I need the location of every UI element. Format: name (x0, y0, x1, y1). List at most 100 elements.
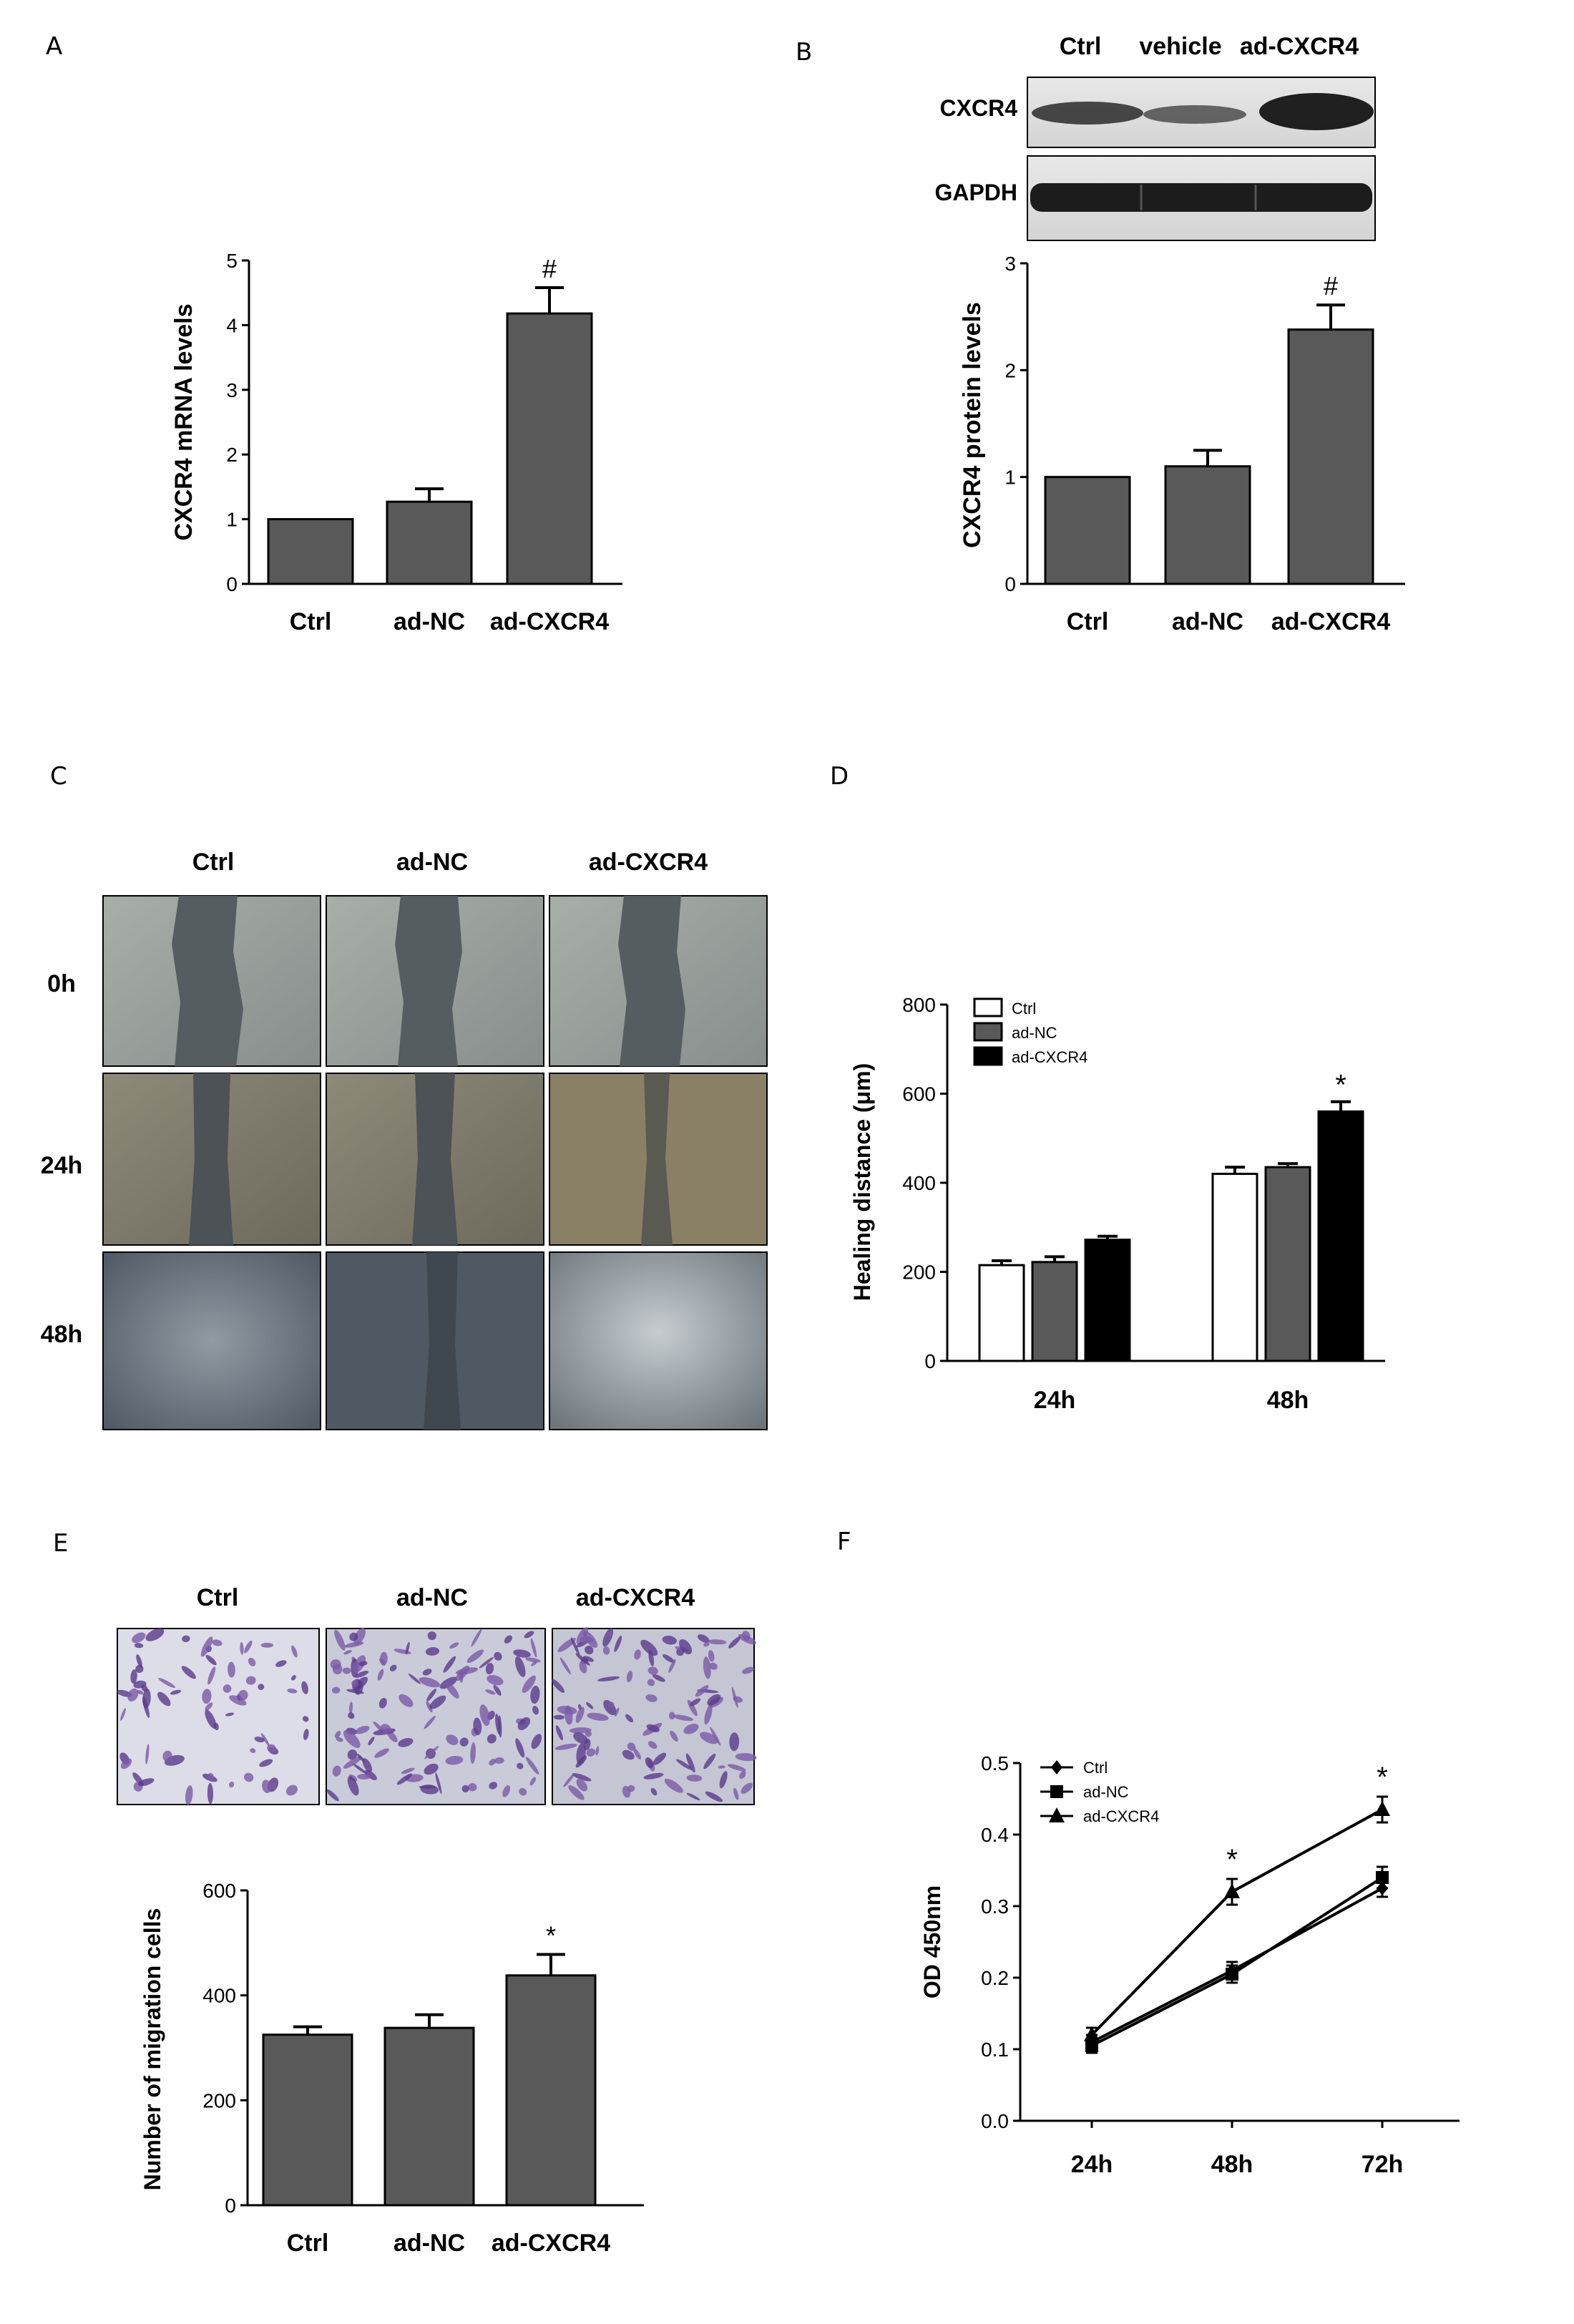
stained-cell (142, 1688, 151, 1709)
blot-band-label-cxcr4: CXCR4 (940, 95, 1018, 121)
stained-cell (459, 1737, 469, 1747)
stained-cell (343, 1730, 361, 1748)
stained-cell (200, 1636, 213, 1657)
stained-cell (494, 1757, 504, 1764)
stained-cell (530, 1685, 540, 1704)
chart-f-xtick-label: 24h (1071, 2151, 1113, 2178)
stained-cell (302, 1716, 309, 1722)
scratch-image-ctrl-24h (102, 1073, 321, 1246)
chart-d-legend-swatch (973, 1022, 1003, 1042)
chart-f-y-axis-label: OD 450nm (919, 1885, 945, 1998)
stained-cell (145, 1628, 165, 1641)
stained-cell (489, 1759, 497, 1766)
panel-letter-c: C (50, 762, 67, 791)
stained-cell (742, 1666, 755, 1674)
stained-cell (582, 1631, 598, 1649)
stained-cell (259, 1759, 273, 1767)
stained-cell (703, 1753, 716, 1769)
stained-cell (374, 1748, 389, 1758)
stained-cell (487, 1674, 504, 1686)
stained-cell (733, 1787, 739, 1800)
stained-cell (136, 1654, 142, 1668)
chart-d-bar (1211, 1173, 1258, 1362)
chart-d-bar (1317, 1110, 1364, 1362)
stained-cell (449, 1642, 459, 1649)
stained-cell (202, 1689, 212, 1704)
stained-cell (572, 1773, 592, 1782)
stained-cell (446, 1734, 459, 1745)
stained-cell (622, 1749, 635, 1760)
chart-b-y-axis-label: CXCR4 protein levels (959, 302, 986, 548)
stained-cell (205, 1702, 213, 1711)
stained-cell (586, 1702, 594, 1709)
chart-e-ytick-label: 0 (225, 2194, 236, 2217)
stained-cell (260, 1642, 274, 1648)
stained-cell (695, 1685, 709, 1697)
stained-cell (285, 1784, 298, 1796)
stained-cell (563, 1773, 575, 1787)
stained-cell (670, 1730, 678, 1742)
stained-cell (485, 1662, 494, 1675)
stained-cell (586, 1748, 596, 1757)
stained-cell (461, 1784, 469, 1793)
stained-cell (466, 1649, 484, 1664)
chart-b-protein-levels: Ctrl ad-NC ad-CXCR4 #0 1 2 3 CXCR4 protein leve… (959, 253, 1405, 635)
stained-cell (422, 1669, 432, 1676)
stained-cell (141, 1684, 148, 1692)
stained-cell (287, 1688, 298, 1694)
stained-cell (223, 1684, 232, 1693)
stained-cell (615, 1707, 620, 1717)
stained-cell (519, 1787, 527, 1796)
stained-cell (718, 1765, 725, 1769)
stained-cell (396, 1773, 413, 1785)
stained-cell (709, 1662, 718, 1670)
stained-cell (576, 1778, 587, 1792)
stained-cell (262, 1779, 271, 1793)
stained-cell (357, 1774, 371, 1780)
stained-cell (348, 1712, 355, 1719)
stained-cell (704, 1704, 713, 1725)
stained-cell (228, 1661, 235, 1678)
stained-cell (427, 1631, 436, 1641)
chart-b-category-label: ad-CXCR4 (1271, 608, 1390, 635)
chart-f-ytick-label: 0.2 (981, 1967, 1009, 1989)
blot-band-cxcr4-ctrl (1032, 102, 1143, 125)
stained-cell (708, 1650, 715, 1662)
chart-f-significance-mark: * (1226, 1844, 1238, 1875)
chart-d-ytick-label: 800 (902, 994, 936, 1016)
stained-cell (354, 1676, 368, 1690)
stained-cell (344, 1641, 364, 1648)
chart-f-ytick-label: 0.1 (981, 2039, 1009, 2061)
chart-a-mrna-levels: Ctrl ad-NC ad-CXCR4 #0 1 2 3 4 5 CXCR4 mRNA level… (170, 250, 622, 635)
chart-f-legend-label: ad-CXCR4 (1083, 1807, 1159, 1825)
stained-cell (703, 1641, 710, 1647)
panel-letter-e: E (53, 1529, 68, 1558)
panel-letter-d: D (830, 762, 849, 791)
stained-cell (132, 1632, 146, 1644)
stained-cell (260, 1733, 270, 1747)
chart-d-bar (1031, 1261, 1078, 1362)
chart-a-ytick-label: 2 (226, 444, 238, 466)
stained-cell (485, 1689, 496, 1695)
chart-f-ytick-label: 0.4 (981, 1824, 1009, 1846)
chart-b-category-label: Ctrl (1067, 608, 1109, 635)
stained-cell (626, 1671, 633, 1682)
blot-lane-label-vehicle: vehicle (1139, 33, 1221, 60)
chart-f-ytick-label: 0.0 (981, 2110, 1009, 2132)
scratch-row-label-48h: 48h (41, 1321, 83, 1348)
scratch-image-ad-nc-0h (326, 895, 544, 1067)
stained-cell (134, 1643, 144, 1649)
stained-cell (135, 1664, 144, 1674)
stained-cell (705, 1791, 723, 1802)
stained-cell (627, 1742, 636, 1751)
stained-cell (493, 1685, 502, 1696)
stained-cell (254, 1736, 265, 1743)
stained-cell (342, 1667, 351, 1674)
stained-cell (468, 1782, 477, 1792)
stained-cell (120, 1758, 132, 1769)
chart-f-point (1374, 1801, 1390, 1816)
stained-cell (575, 1707, 585, 1723)
stained-cell (646, 1724, 660, 1733)
stained-cell (185, 1785, 193, 1805)
panel-letter-a: A (46, 32, 62, 61)
